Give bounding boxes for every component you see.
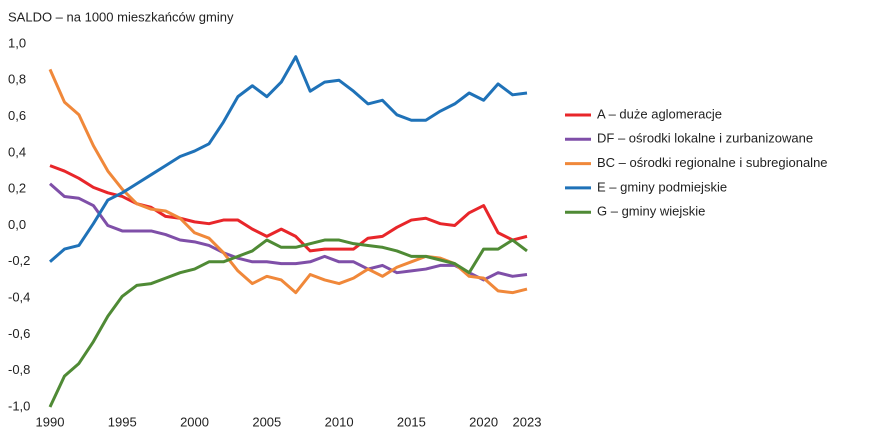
x-tick-label: 2023 (513, 414, 542, 429)
y-tick-label: 0,4 (8, 144, 26, 159)
x-tick-label: 2020 (469, 414, 498, 429)
x-tick-label: 2010 (325, 414, 354, 429)
series-line (49, 182, 528, 282)
y-tick-label: -0,2 (8, 253, 30, 268)
legend-label: G – gminy wiejskie (597, 204, 705, 219)
y-tick-label: 0,8 (8, 72, 26, 87)
legend-label: BC – ośrodki regionalne i subregionalne (597, 155, 828, 170)
y-tick-label: -0,6 (8, 326, 30, 341)
chart-title: SALDO – na 1000 mieszkańców gminy (8, 9, 234, 24)
y-tick-label: 0,2 (8, 181, 26, 196)
x-tick-label: 2000 (180, 414, 209, 429)
series-line (49, 55, 528, 263)
x-tick-label: 2015 (397, 414, 426, 429)
y-tick-label: -0,4 (8, 290, 30, 305)
y-tick-label: 1,0 (8, 35, 26, 50)
y-tick-label: 0,0 (8, 217, 26, 232)
legend-label: E – gminy podmiejskie (597, 179, 727, 194)
x-tick-label: 2005 (252, 414, 281, 429)
series-line (48, 238, 528, 408)
series-line (49, 164, 528, 253)
legend-label: DF – ośrodki lokalne i zurbanizowane (597, 131, 813, 146)
y-tick-label: -0,8 (8, 362, 30, 377)
legend-label: A – duże aglomeracje (597, 106, 722, 121)
y-tick-label: 0,6 (8, 108, 26, 123)
x-tick-label: 1995 (108, 414, 137, 429)
x-tick-label: 1990 (36, 414, 65, 429)
y-tick-label: -1,0 (8, 398, 30, 413)
